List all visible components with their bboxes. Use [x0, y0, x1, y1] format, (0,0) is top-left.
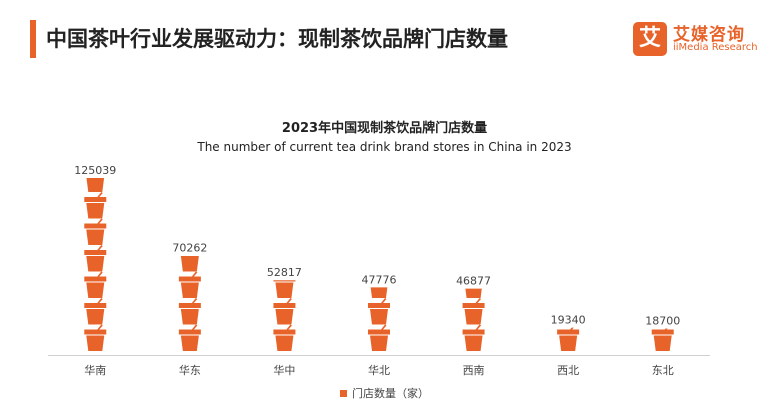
tea-cup-icon — [465, 288, 482, 298]
tea-cup-icon — [84, 245, 107, 272]
category-label: 东北 — [652, 364, 674, 377]
data-label: 70262 — [172, 242, 207, 255]
bar-华东 — [178, 256, 201, 351]
bar-华中 — [273, 280, 296, 351]
category-label: 华北 — [368, 363, 390, 377]
tea-cup-icon — [84, 218, 107, 245]
tea-cup-icon — [84, 271, 107, 298]
tea-cup-icon — [370, 287, 388, 298]
chart-legend: 门店数量（家） — [0, 388, 769, 400]
bar-华南 — [84, 178, 107, 351]
bar-西北 — [557, 327, 580, 351]
tea-cup-icon — [368, 324, 390, 351]
logo-name-en: iiMedia Research — [673, 42, 758, 53]
page-title: 中国茶叶行业发展驱动力：现制茶饮品牌门店数量 — [46, 27, 508, 51]
tea-cup-icon — [178, 271, 201, 298]
tea-cup-icon — [651, 328, 674, 351]
tea-cup-icon — [368, 298, 390, 325]
category-label: 西南 — [463, 364, 485, 377]
tea-cup-icon — [273, 280, 296, 298]
tea-cup-icon — [86, 178, 105, 192]
data-label: 125039 — [74, 164, 116, 177]
tea-cup-icon — [462, 298, 485, 325]
tea-cup-icon — [84, 324, 107, 351]
data-label: 19340 — [551, 314, 586, 327]
bar-东北 — [651, 328, 674, 351]
title-accent-bar — [30, 20, 36, 58]
tea-cup-icon — [84, 298, 107, 325]
data-label: 47776 — [362, 273, 397, 286]
category-label: 西北 — [557, 364, 579, 377]
chart-subtitle: The number of current tea drink brand st… — [197, 140, 572, 154]
tea-cup-icon — [178, 324, 201, 351]
data-label: 52817 — [267, 266, 302, 279]
category-label: 华东 — [179, 363, 201, 377]
legend-label: 门店数量（家） — [352, 387, 429, 400]
bar-华北 — [368, 287, 390, 351]
tea-cup-icon — [84, 192, 107, 219]
tea-cup-icon — [557, 327, 580, 351]
data-label: 46877 — [456, 275, 491, 288]
brand-logo: 艾 艾媒咨询 iiMedia Research — [633, 20, 763, 60]
tea-cup-icon — [273, 324, 296, 351]
category-label: 华中 — [273, 363, 295, 377]
bar-西南 — [462, 288, 485, 351]
tea-cup-icon — [462, 324, 485, 351]
tea-cup-icon — [273, 298, 296, 325]
category-label: 华南 — [84, 363, 106, 377]
legend-swatch — [340, 389, 347, 397]
tea-cup-icon — [178, 298, 201, 325]
chart-title: 2023年中国现制茶饮品牌门店数量 — [281, 121, 488, 136]
logo-name-cn: 艾媒咨询 — [673, 25, 745, 45]
data-label: 18700 — [645, 315, 680, 328]
tea-cup-icon — [180, 256, 199, 272]
logo-icon: 艾 — [633, 22, 667, 56]
